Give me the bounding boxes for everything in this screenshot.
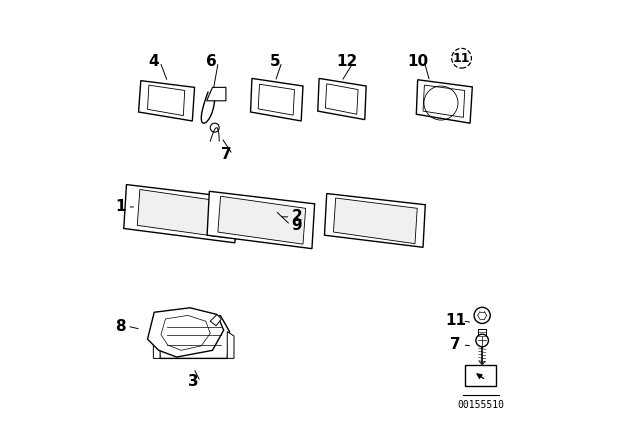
Text: 00155510: 00155510 xyxy=(457,400,504,409)
Circle shape xyxy=(474,307,490,323)
Polygon shape xyxy=(154,332,160,358)
Text: 4: 4 xyxy=(148,54,159,69)
Text: 11: 11 xyxy=(453,52,470,65)
Polygon shape xyxy=(147,308,224,357)
Text: 7: 7 xyxy=(451,337,461,353)
Text: 7: 7 xyxy=(221,147,231,162)
Text: 2: 2 xyxy=(291,209,302,224)
Polygon shape xyxy=(158,316,230,358)
Polygon shape xyxy=(218,196,306,244)
Text: 5: 5 xyxy=(270,54,280,69)
Text: 9: 9 xyxy=(291,218,302,233)
Bar xyxy=(478,329,486,337)
Circle shape xyxy=(476,334,488,347)
Text: 11: 11 xyxy=(445,313,467,328)
Polygon shape xyxy=(333,198,417,244)
Bar xyxy=(465,365,495,386)
Polygon shape xyxy=(124,185,239,243)
Polygon shape xyxy=(210,314,221,326)
Polygon shape xyxy=(137,190,230,238)
Polygon shape xyxy=(250,78,303,121)
Polygon shape xyxy=(416,80,472,123)
Polygon shape xyxy=(227,332,234,358)
Text: 6: 6 xyxy=(206,54,217,69)
Text: 1: 1 xyxy=(115,199,126,215)
Polygon shape xyxy=(317,78,366,120)
Text: 3: 3 xyxy=(188,374,199,389)
Polygon shape xyxy=(138,81,195,121)
Text: 8: 8 xyxy=(115,319,126,334)
Text: 12: 12 xyxy=(336,54,358,69)
Polygon shape xyxy=(324,194,425,247)
Text: 10: 10 xyxy=(407,54,428,69)
Polygon shape xyxy=(207,87,226,101)
Polygon shape xyxy=(207,191,315,249)
